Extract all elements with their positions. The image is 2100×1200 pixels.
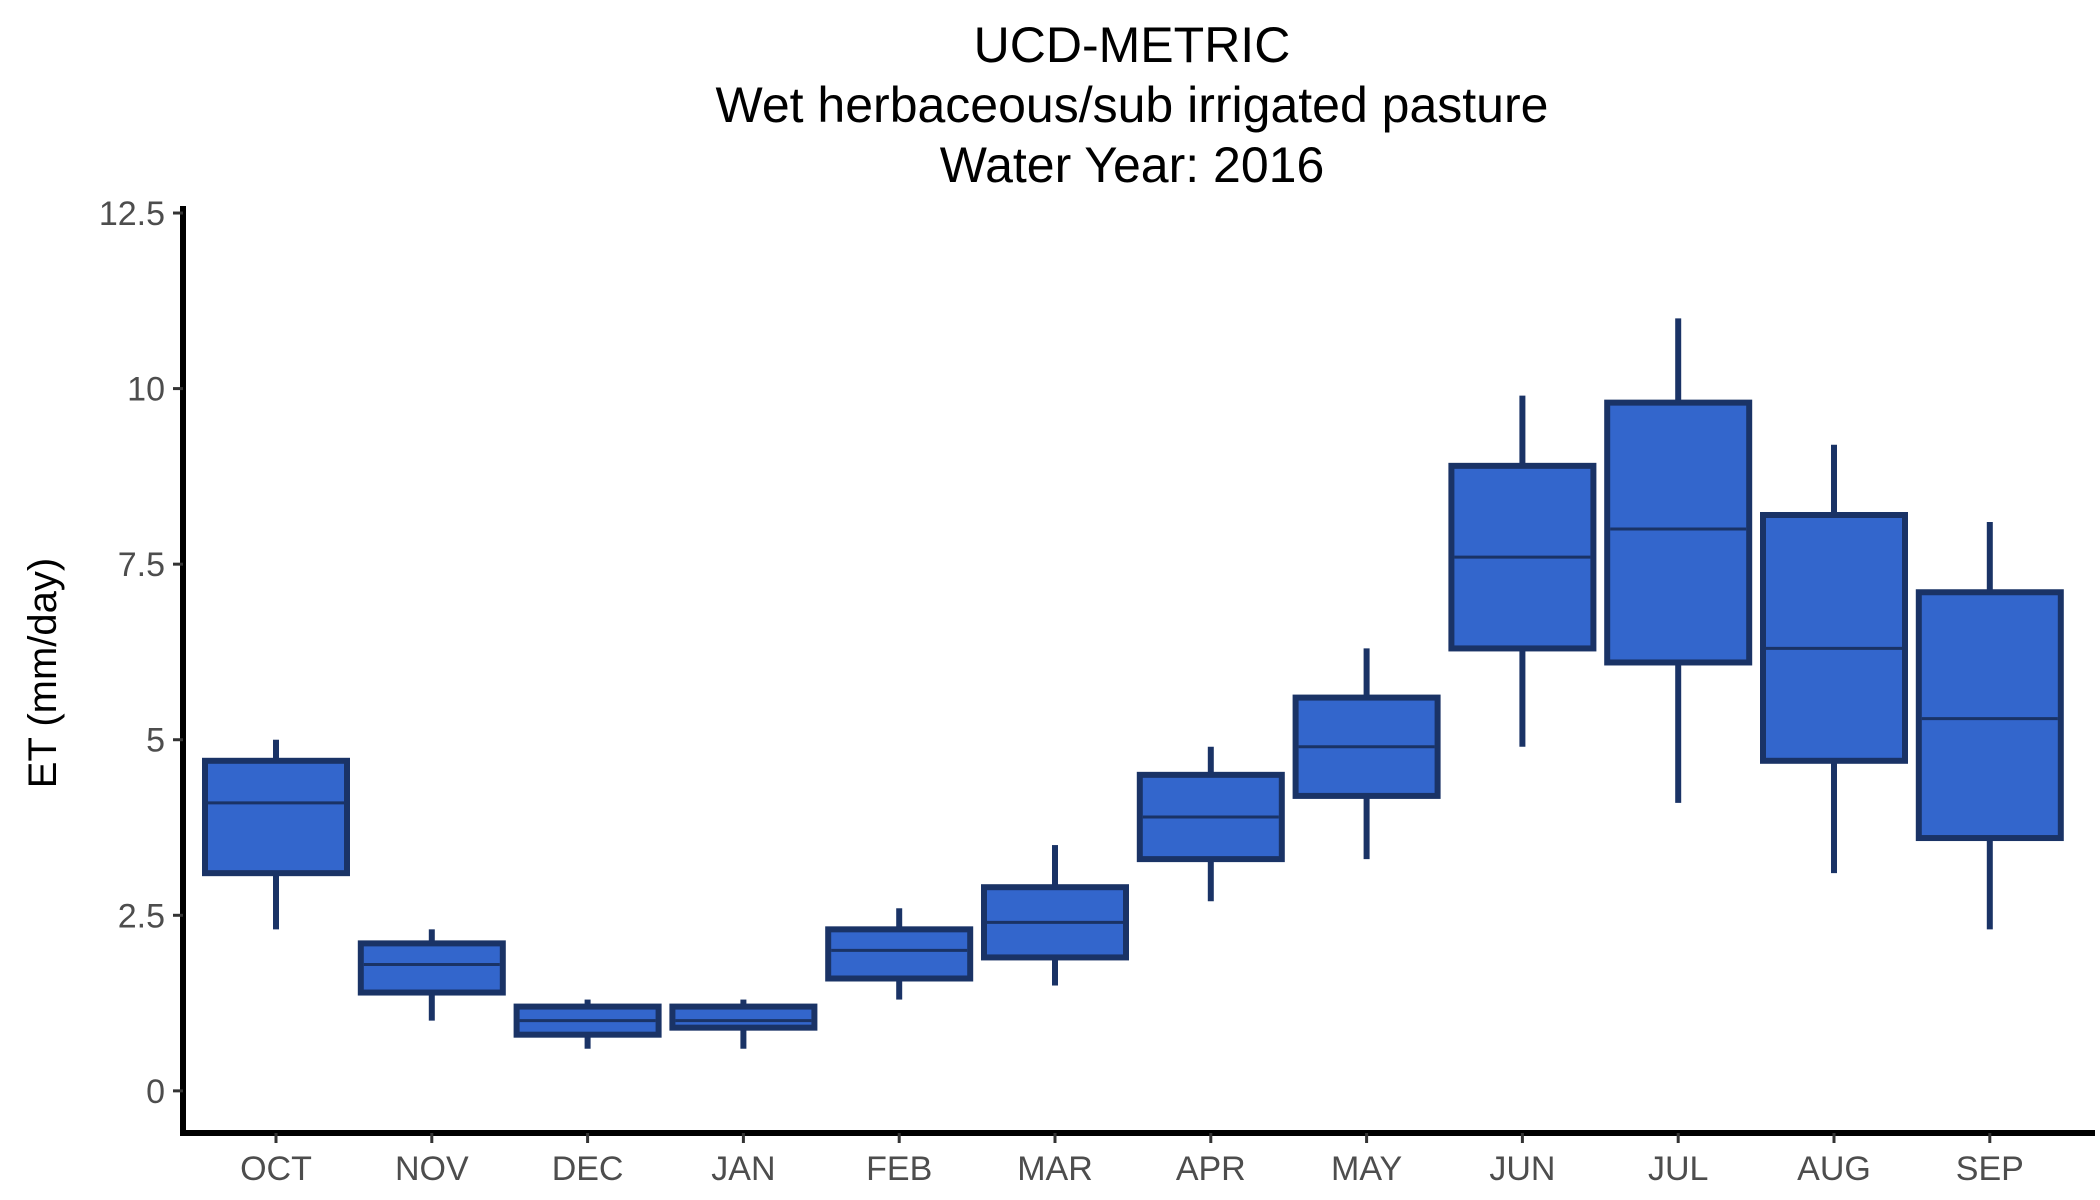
x-tick-label: OCT bbox=[240, 1150, 312, 1188]
box-body bbox=[1604, 399, 1753, 666]
box-body bbox=[1760, 512, 1908, 764]
box-dec bbox=[513, 999, 662, 1049]
y-tick-label: 7.5 bbox=[118, 546, 165, 584]
box-jul bbox=[1604, 318, 1753, 803]
y-tick-label: 5 bbox=[146, 722, 165, 760]
x-tick-label: MAR bbox=[1017, 1150, 1093, 1188]
box-body bbox=[825, 926, 974, 982]
x-axis: OCT NOV DEC JAN FEB MAR APR MAY JUN JUL AUG SEP bbox=[180, 1130, 2095, 1188]
y-axis: 0 2.5 5 7.5 10 12.5 bbox=[99, 195, 186, 1136]
box-nov bbox=[357, 929, 506, 1021]
y-tick-label: 10 bbox=[127, 371, 165, 409]
x-tick-label: FEB bbox=[866, 1150, 932, 1188]
box-may bbox=[1292, 648, 1441, 860]
x-tick-label: JAN bbox=[711, 1150, 775, 1188]
y-tick-label: 12.5 bbox=[99, 195, 165, 233]
box-jan bbox=[669, 999, 818, 1049]
chart-title: UCD-METRIC Wet herbaceous/sub irrigated … bbox=[716, 17, 1549, 193]
y-tick-label: 0 bbox=[146, 1073, 165, 1111]
box-apr bbox=[1136, 746, 1285, 902]
x-tick-label: SEP bbox=[1956, 1150, 2024, 1188]
chart-title-line-3: Water Year: 2016 bbox=[940, 137, 1325, 193]
chart-title-line-1: UCD-METRIC bbox=[974, 17, 1291, 73]
box-oct bbox=[202, 739, 350, 930]
box-feb bbox=[825, 908, 974, 1000]
y-tick-label: 2.5 bbox=[118, 897, 165, 935]
box-body bbox=[669, 1003, 818, 1031]
x-tick-label: NOV bbox=[395, 1150, 469, 1188]
box-sep bbox=[1915, 522, 2064, 930]
box-aug bbox=[1760, 444, 1908, 874]
x-tick-label: MAY bbox=[1331, 1150, 1402, 1188]
x-tick-label: JUN bbox=[1489, 1150, 1555, 1188]
box-mar bbox=[981, 845, 1129, 986]
box-group bbox=[202, 318, 2064, 1049]
box-jun bbox=[1448, 395, 1597, 747]
box-body bbox=[202, 757, 350, 877]
x-tick-label: DEC bbox=[552, 1150, 624, 1188]
chart-title-line-2: Wet herbaceous/sub irrigated pasture bbox=[716, 77, 1549, 133]
x-tick-label: JUL bbox=[1648, 1150, 1708, 1188]
box-body bbox=[1915, 589, 2064, 842]
box-body bbox=[357, 940, 506, 996]
x-tick-label: AUG bbox=[1797, 1150, 1871, 1188]
x-tick-label: APR bbox=[1176, 1150, 1246, 1188]
y-axis-title: ET (mm/day) bbox=[21, 558, 65, 788]
